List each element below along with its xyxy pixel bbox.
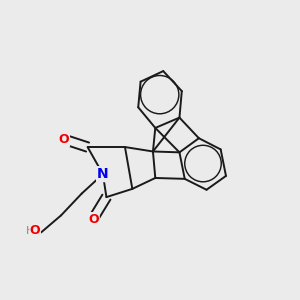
Text: O: O <box>30 224 40 238</box>
Text: O: O <box>58 133 69 146</box>
Text: N: N <box>97 167 109 181</box>
Text: O: O <box>88 213 99 226</box>
Text: H: H <box>26 226 34 236</box>
